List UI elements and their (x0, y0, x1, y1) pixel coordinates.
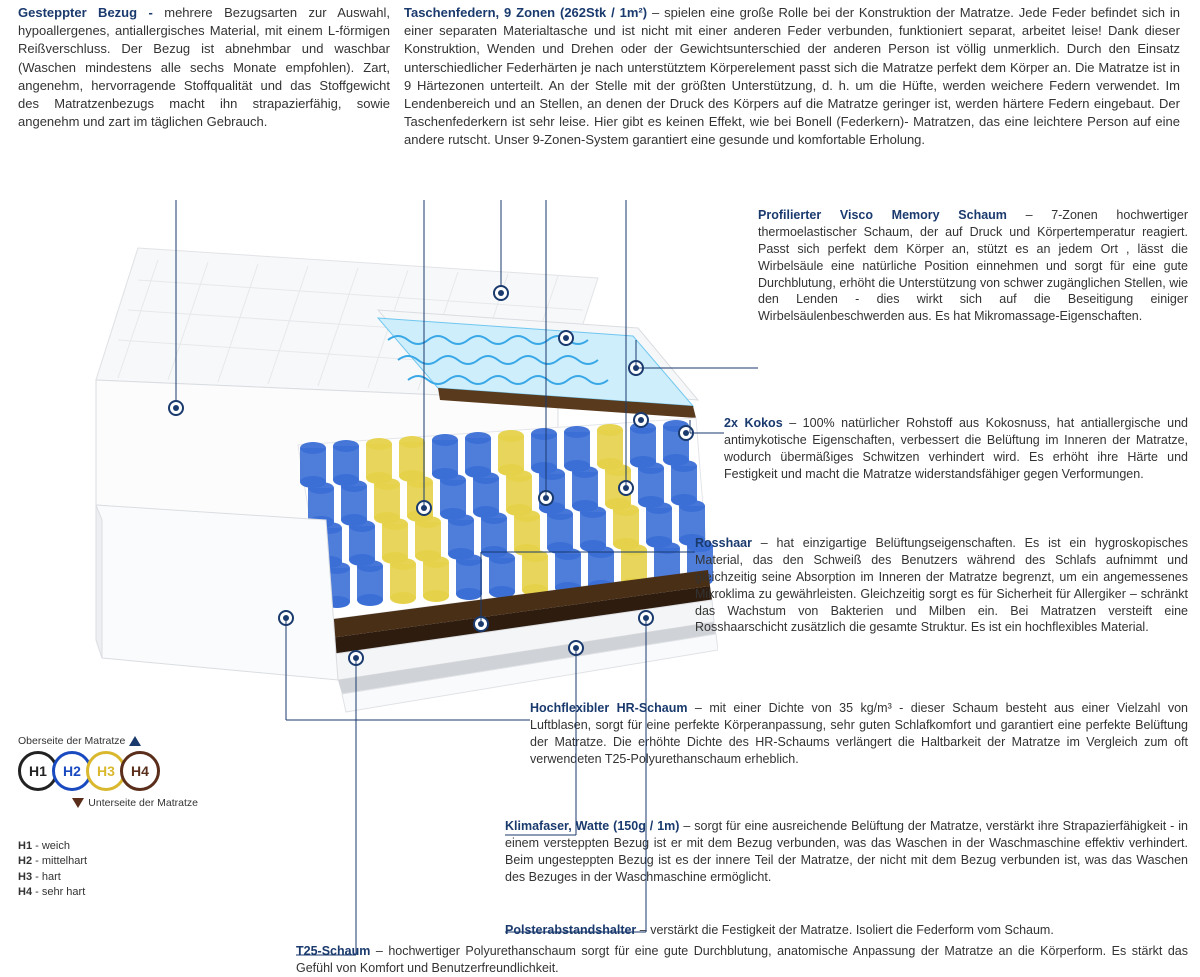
klima-title: Klimafaser, Watte (150g / 1m) (505, 819, 679, 833)
marker-klima (568, 640, 584, 656)
legend-row: H1 - weich (18, 839, 258, 854)
marker-spring2 (416, 500, 432, 516)
rosshaar-body: – hat einzigartige Belüftungseigenschaft… (695, 536, 1188, 634)
hr-description: Hochflexibler HR-Schaum – mit einer Dich… (530, 700, 1188, 768)
marker-kokos (633, 412, 649, 428)
springs-description: Taschenfedern, 9 Zonen (262Stk / 1m²) – … (404, 4, 1188, 150)
kokos-description: 2x Kokos – 100% natürlicher Rohstoff aus… (724, 415, 1188, 483)
t25-body: – hochwertiger Polyurethanschaum sorgt f… (296, 944, 1188, 975)
marker-visco (558, 330, 574, 346)
marker-cover (168, 400, 184, 416)
hr-title: Hochflexibler HR-Schaum (530, 701, 687, 715)
legend-row: H4 - sehr hart (18, 885, 258, 900)
marker-visco2 (628, 360, 644, 376)
springs-body: – spielen eine große Rolle bei der Konst… (404, 5, 1180, 147)
triangle-up-icon (129, 736, 141, 746)
top-row: Gesteppter Bezug - mehrere Bezugsarten z… (0, 0, 1200, 150)
marker-spring1 (493, 285, 509, 301)
legend-list: H1 - weich H2 - mittelhart H3 - hart H4 … (18, 839, 258, 901)
legend-row: H2 - mittelhart (18, 854, 258, 869)
cover-description: Gesteppter Bezug - mehrere Bezugsarten z… (18, 4, 390, 150)
t25-title: T25-Schaum (296, 944, 370, 958)
marker-t25 (348, 650, 364, 666)
marker-spring3 (538, 490, 554, 506)
rosshaar-title: Rosshaar (695, 536, 752, 550)
kokos-title: 2x Kokos (724, 416, 783, 430)
legend-top-label: Oberseite der Matratze (18, 735, 125, 747)
polster-description: Polsterabstandshalter – verstärkt die Fe… (505, 922, 1188, 939)
triangle-down-icon (72, 798, 84, 808)
cover-body: mehrere Bezugsarten zur Auswahl, hypoall… (18, 5, 390, 129)
polster-body: – verstärkt die Festigkeit der Matratze.… (636, 923, 1054, 937)
legend-bottom-label: Unterseite der Matratze (88, 797, 198, 809)
mattress-cutaway-svg (78, 220, 718, 730)
firmness-legend: Oberseite der Matratze H1 H2 H3 H4 Unter… (18, 735, 258, 901)
legend-circles: H1 H2 H3 H4 (18, 751, 258, 791)
legend-h4: H4 (120, 751, 160, 791)
kokos-body: – 100% natürlicher Rohstoff aus Kokosnus… (724, 416, 1188, 481)
polster-title: Polsterabstandshalter (505, 923, 636, 937)
springs-title: Taschenfedern, 9 Zonen (262Stk / 1m²) (404, 5, 647, 20)
visco-title: Profilierter Visco Memory Schaum (758, 208, 1007, 222)
rosshaar-description: Rosshaar – hat einzigartige Belüftungsei… (695, 535, 1188, 636)
marker-kokos2 (678, 425, 694, 441)
marker-spring4 (618, 480, 634, 496)
klima-description: Klimafaser, Watte (150g / 1m) – sorgt fü… (505, 818, 1188, 886)
visco-body: – 7-Zonen hochwertiger thermoelastischer… (758, 208, 1188, 323)
mattress-diagram (18, 210, 718, 730)
cover-title: Gesteppter Bezug - (18, 5, 153, 20)
t25-description: T25-Schaum – hochwertiger Polyurethansch… (296, 943, 1188, 977)
legend-row: H3 - hart (18, 870, 258, 885)
marker-hr (278, 610, 294, 626)
marker-polster (638, 610, 654, 626)
marker-rosshaar (473, 616, 489, 632)
visco-description: Profilierter Visco Memory Schaum – 7-Zon… (758, 207, 1188, 325)
